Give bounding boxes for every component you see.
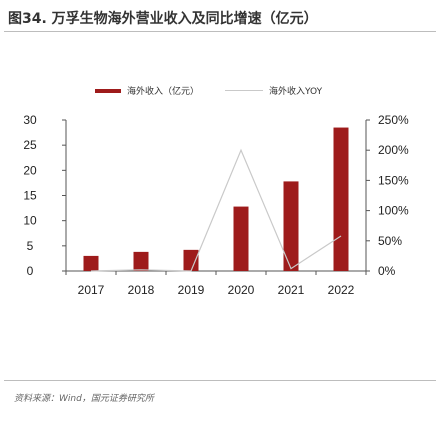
legend-swatch-line <box>225 90 264 91</box>
bar <box>183 249 199 271</box>
bar <box>133 251 149 271</box>
title-rule <box>4 31 436 32</box>
y-left-tick-label: 0 <box>27 264 34 278</box>
x-tick-label: 2020 <box>228 283 255 297</box>
x-tick-label: 2021 <box>278 283 305 297</box>
legend-label-bar: 海外收入（亿元） <box>127 87 200 97</box>
y-left-tick-label: 25 <box>23 138 37 152</box>
chart-title: 图34. 万孚生物海外营业收入及同比增速（亿元） <box>8 11 318 27</box>
x-tick-label: 2017 <box>78 283 105 297</box>
chart-legend: 海外收入（亿元） 海外收入YOY <box>95 84 348 97</box>
y-right-tick-label: 100% <box>378 204 409 218</box>
y-right-tick-label: 250% <box>378 113 409 127</box>
y-left-tick-label: 10 <box>23 214 37 228</box>
x-tick-label: 2019 <box>178 283 205 297</box>
y-right-tick-label: 200% <box>378 143 409 157</box>
y-left-tick-label: 20 <box>23 163 37 177</box>
y-right-tick-label: 150% <box>378 173 409 187</box>
legend-swatch-bar <box>95 88 121 93</box>
y-left-tick-label: 15 <box>23 189 37 203</box>
legend-label-line: 海外收入YOY <box>269 87 323 97</box>
y-right-tick-label: 0% <box>378 264 396 278</box>
bar <box>233 206 249 271</box>
bar <box>333 127 349 271</box>
bar <box>83 255 99 271</box>
source-note: 资料来源：Wind，国元证券研究所 <box>14 394 154 404</box>
x-tick-label: 2022 <box>328 283 355 297</box>
x-tick-label: 2018 <box>128 283 155 297</box>
legend-item-bar: 海外收入（亿元） <box>95 84 199 97</box>
bar <box>283 181 299 271</box>
yoy-line <box>90 148 342 272</box>
footer-rule <box>4 380 436 381</box>
legend-item-line: 海外收入YOY <box>225 84 322 97</box>
y-right-tick-label: 50% <box>378 234 402 248</box>
y-left-tick-label: 5 <box>27 239 34 253</box>
y-left-tick-label: 30 <box>23 113 37 127</box>
